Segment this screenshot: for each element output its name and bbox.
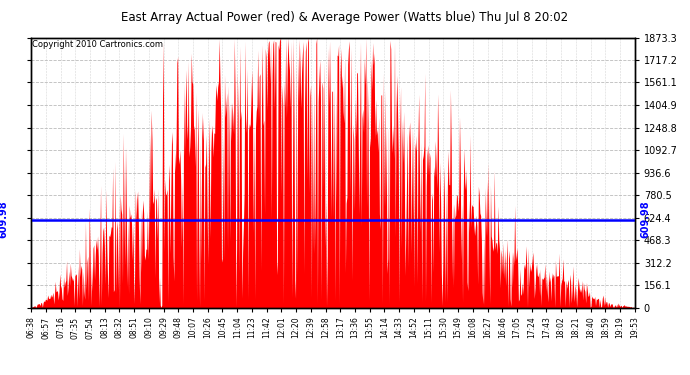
Text: Copyright 2010 Cartronics.com: Copyright 2010 Cartronics.com [32, 40, 164, 49]
Text: East Array Actual Power (red) & Average Power (Watts blue) Thu Jul 8 20:02: East Array Actual Power (red) & Average … [121, 11, 569, 24]
Text: 609.98: 609.98 [0, 201, 8, 238]
Text: 609.98: 609.98 [640, 201, 650, 238]
